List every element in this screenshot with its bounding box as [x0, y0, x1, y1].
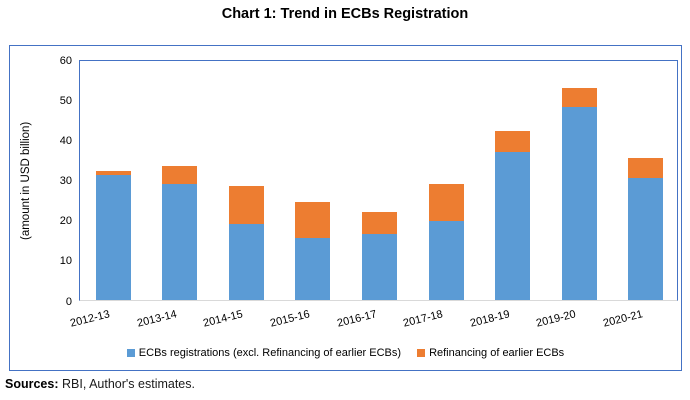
- bar-segment-refinancing-2013-14: [162, 166, 198, 184]
- y-tick-label: 40: [59, 134, 72, 147]
- x-axis-label-2014-15: 2014-15: [202, 308, 245, 330]
- legend-swatch-blue-icon: [126, 349, 135, 357]
- bar-segment-refinancing-2019-20: [561, 87, 597, 108]
- bar-segment-refinancing-2018-19: [495, 131, 531, 153]
- bar-segment-registrations-2018-19: [495, 152, 531, 300]
- x-axis-label-2016-17: 2016-17: [335, 308, 378, 330]
- legend-swatch-orange-icon: [417, 349, 426, 357]
- plot-area: 0 10 20 30 40 50 60 2012-13 2013-14 2014-15 2015-1…: [60, 55, 678, 330]
- x-axis-label-2015-16: 2015-16: [268, 308, 311, 330]
- bar-segment-refinancing-2020-21: [628, 157, 664, 178]
- x-axis-label-2019-20: 2019-20: [535, 308, 578, 330]
- bar-segment-refinancing-2014-15: [228, 185, 264, 224]
- y-tick-label: 50: [59, 94, 72, 107]
- chart-container: (amount in USD billion) 0 10 20 30 40 50 60 201…: [9, 45, 682, 371]
- y-tick-label: 60: [59, 54, 72, 67]
- legend-item-registrations: ECBs registrations (excl. Refinancing of…: [126, 347, 402, 359]
- y-tick-label: 20: [59, 215, 72, 228]
- legend-label-registrations: ECBs registrations (excl. Refinancing of…: [138, 347, 402, 359]
- bar-segment-registrations-2014-15: [228, 223, 264, 300]
- x-axis-label-2012-13: 2012-13: [69, 308, 112, 330]
- bar-segment-refinancing-2012-13: [95, 171, 131, 176]
- bar-segment-registrations-2019-20: [561, 107, 597, 300]
- bar-segment-registrations-2020-21: [628, 177, 664, 300]
- x-axis-label-2017-18: 2017-18: [402, 308, 445, 330]
- bar-segment-registrations-2015-16: [295, 237, 331, 300]
- x-axis-label-2013-14: 2013-14: [135, 308, 178, 330]
- x-axis-label-2018-19: 2018-19: [468, 308, 511, 330]
- y-axis-title: (amount in USD billion): [20, 121, 32, 240]
- sources-label: Sources:: [5, 377, 59, 391]
- sources-note: Sources: RBI, Author's estimates.: [5, 377, 195, 391]
- y-tick-label: 0: [65, 295, 72, 308]
- bar-segment-refinancing-2017-18: [428, 183, 464, 221]
- legend-label-refinancing: Refinancing of earlier ECBs: [429, 347, 565, 359]
- bar-segment-registrations-2017-18: [428, 220, 464, 300]
- bar-segment-refinancing-2015-16: [295, 202, 331, 238]
- sources-text: RBI, Author's estimates.: [61, 377, 195, 391]
- x-axis-label-2020-21: 2020-21: [601, 308, 644, 330]
- bar-segment-registrations-2016-17: [362, 233, 397, 300]
- y-tick-label: 10: [59, 255, 72, 268]
- legend-item-refinancing: Refinancing of earlier ECBs: [417, 347, 564, 359]
- legend: ECBs registrations (excl. Refinancing of…: [10, 347, 681, 359]
- y-tick-label: 30: [59, 175, 72, 187]
- bar-segment-registrations-2013-14: [162, 183, 198, 300]
- bar-segment-refinancing-2016-17: [362, 211, 397, 234]
- chart-title: Chart 1: Trend in ECBs Registration: [221, 6, 469, 22]
- bar-segment-registrations-2012-13: [95, 175, 131, 300]
